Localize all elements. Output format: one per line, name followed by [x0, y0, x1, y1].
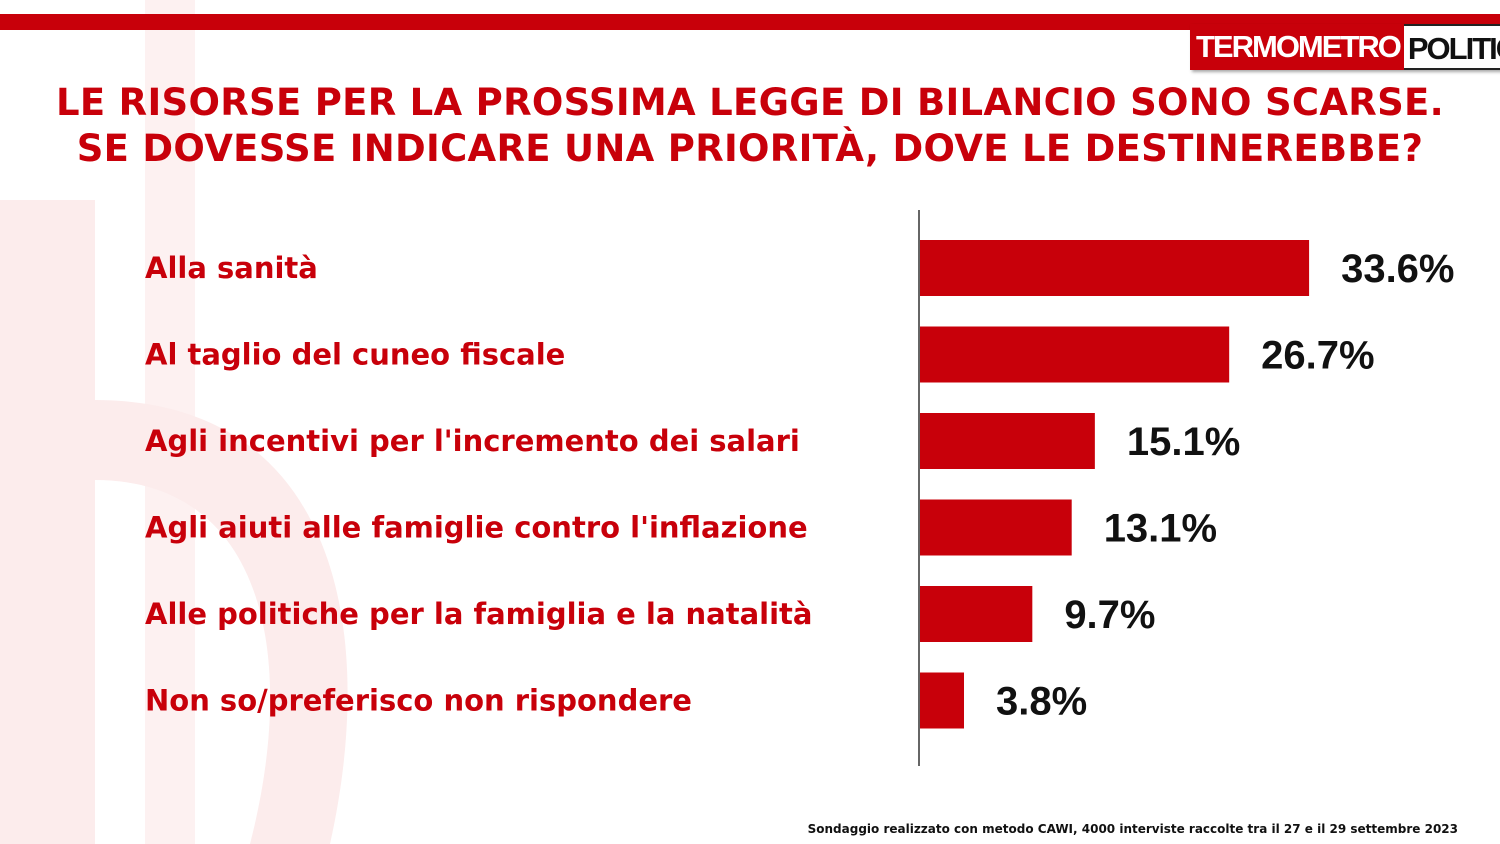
category-label: Al taglio del cuneo fiscale: [145, 338, 565, 372]
bar: [920, 326, 1230, 383]
category-label: Agli incentivi per l'incremento dei sala…: [145, 424, 800, 458]
category-label: Alla sanità: [145, 251, 318, 285]
value-label: 15.1%: [1127, 420, 1240, 464]
logo-text-politico: POLITICO: [1403, 24, 1500, 70]
survey-footnote: Sondaggio realizzato con metodo CAWI, 40…: [807, 822, 1458, 836]
category-label: Non so/preferisco non rispondere: [145, 684, 692, 718]
chart-title-line-2: SE DOVESSE INDICARE UNA PRIORITÀ, DOVE L…: [76, 127, 1424, 170]
value-label: 9.7%: [1064, 593, 1155, 637]
chart-title-line-1: LE RISORSE PER LA PROSSIMA LEGGE DI BILA…: [56, 81, 1444, 124]
category-label: Agli aiuti alle famiglie contro l'inflaz…: [145, 511, 808, 545]
bar: [920, 413, 1095, 469]
value-label: 26.7%: [1261, 334, 1374, 378]
bar: [920, 672, 965, 729]
value-label: 3.8%: [996, 680, 1087, 724]
category-label: Alle politiche per la famiglia e la nata…: [145, 597, 812, 631]
logo-text-termometro: TERMOMETRO: [1190, 24, 1404, 70]
termometro-politico-logo: TERMOMETRO POLITICO: [1190, 24, 1500, 70]
top-accent-bar: [0, 14, 1500, 30]
chart-title: LE RISORSE PER LA PROSSIMA LEGGE DI BILA…: [0, 80, 1500, 172]
bar: [920, 240, 1310, 296]
value-label: 13.1%: [1104, 507, 1217, 551]
value-label: 33.6%: [1341, 247, 1454, 291]
bar: [920, 499, 1072, 556]
bar: [920, 586, 1033, 642]
